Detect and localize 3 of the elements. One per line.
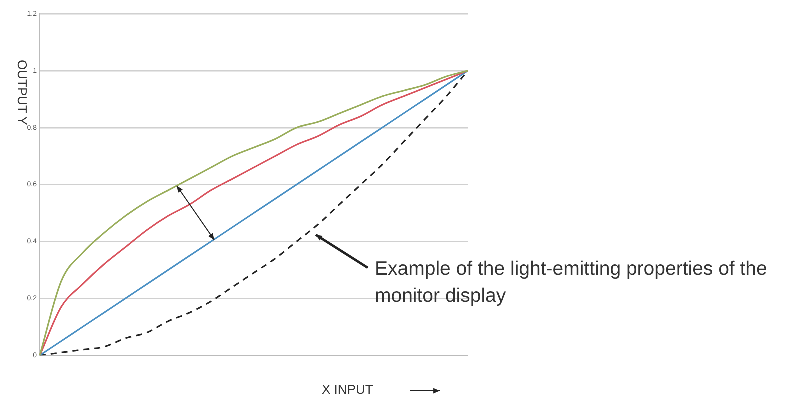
x-axis-title: X INPUT bbox=[322, 382, 374, 397]
annotation: Example of the light-emitting properties of the monitor display bbox=[375, 257, 768, 309]
y-axis-title: OUTPUT Y bbox=[15, 60, 30, 126]
